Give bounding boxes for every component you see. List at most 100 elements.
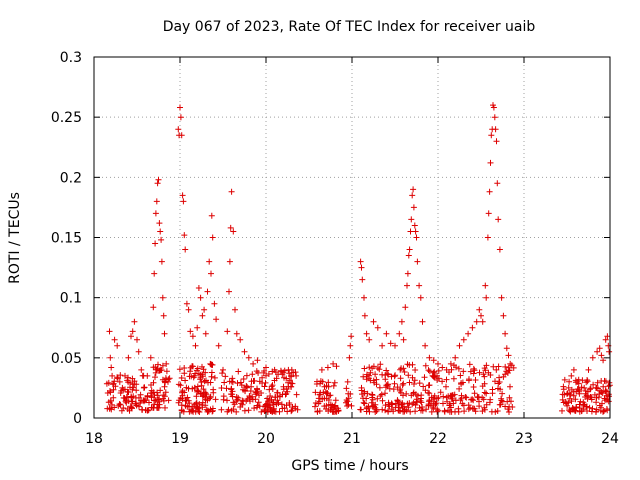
data-point	[109, 381, 116, 388]
data-point	[271, 377, 278, 384]
data-point	[230, 399, 237, 406]
data-point	[487, 372, 494, 378]
data-point	[416, 380, 423, 387]
data-point	[235, 368, 242, 375]
data-point	[479, 408, 486, 415]
data-point	[471, 367, 478, 374]
data-point	[165, 378, 171, 385]
data-point	[410, 186, 417, 193]
data-point	[148, 387, 155, 394]
data-point	[581, 384, 588, 391]
data-point	[328, 404, 335, 411]
data-point	[195, 408, 202, 415]
data-point	[410, 389, 417, 396]
data-point	[348, 333, 355, 340]
x-tick-label: 23	[515, 431, 533, 447]
data-point	[467, 368, 474, 375]
data-point	[574, 378, 581, 385]
data-point	[209, 361, 216, 368]
data-point	[176, 397, 183, 404]
data-point	[425, 367, 432, 374]
data-point	[470, 384, 477, 390]
data-point	[566, 378, 573, 385]
x-tick-label: 24	[601, 431, 619, 447]
data-point	[496, 401, 503, 408]
data-point	[479, 318, 486, 325]
data-point	[203, 377, 209, 384]
data-point	[177, 382, 184, 389]
data-point	[456, 385, 463, 392]
data-point	[263, 364, 269, 371]
data-point	[481, 389, 488, 396]
data-point	[604, 333, 611, 340]
data-point	[488, 132, 495, 139]
data-point	[153, 198, 160, 205]
data-point	[152, 369, 159, 376]
data-point	[369, 403, 376, 410]
data-point	[503, 345, 510, 352]
data-point	[292, 403, 299, 410]
data-point	[447, 360, 454, 367]
data-point	[379, 397, 386, 404]
data-point	[486, 188, 493, 195]
data-point	[582, 390, 589, 397]
data-point	[430, 373, 437, 380]
data-point	[241, 387, 248, 394]
data-point	[606, 348, 613, 355]
data-point	[369, 365, 376, 372]
data-point	[204, 288, 211, 295]
data-point	[374, 365, 381, 371]
data-point	[358, 384, 365, 391]
data-point	[357, 406, 364, 413]
data-point	[411, 381, 417, 387]
data-point	[269, 382, 276, 389]
data-point	[394, 397, 401, 404]
data-point	[194, 383, 201, 390]
data-point	[192, 370, 199, 377]
data-point	[404, 270, 411, 277]
data-point	[496, 374, 503, 381]
data-point	[283, 375, 290, 382]
data-point	[109, 401, 115, 408]
data-point	[237, 404, 244, 410]
data-point	[397, 366, 404, 373]
data-point	[400, 365, 407, 372]
data-point	[505, 367, 512, 374]
data-point	[114, 374, 121, 381]
data-point	[561, 391, 568, 398]
data-point	[595, 394, 602, 401]
data-point	[366, 364, 373, 371]
data-point	[195, 285, 202, 291]
data-point	[210, 389, 217, 396]
data-point	[249, 371, 256, 378]
data-point	[476, 306, 483, 313]
data-point	[593, 399, 600, 406]
data-point	[107, 398, 114, 404]
data-point	[361, 294, 367, 301]
data-point	[470, 405, 477, 412]
data-point	[324, 364, 331, 371]
data-point	[484, 234, 491, 241]
data-point	[197, 294, 204, 301]
data-point	[576, 405, 583, 411]
data-point	[413, 234, 420, 241]
data-point	[385, 408, 392, 414]
data-point	[435, 367, 442, 374]
data-point	[430, 357, 437, 364]
data-point	[177, 114, 184, 121]
data-point	[568, 398, 575, 405]
chart-title: Day 067 of 2023, Rate Of TEC Index for r…	[163, 19, 536, 35]
data-point	[144, 392, 151, 399]
data-point	[366, 408, 373, 415]
data-point	[194, 403, 201, 410]
data-point	[465, 377, 472, 384]
data-point	[182, 377, 189, 384]
data-point	[412, 408, 419, 415]
data-point	[462, 394, 469, 400]
data-point	[488, 408, 495, 415]
data-point	[187, 328, 194, 335]
data-point	[585, 366, 592, 373]
data-point	[233, 330, 240, 337]
data-point	[559, 407, 565, 414]
y-tick-label: 0.3	[60, 50, 82, 66]
